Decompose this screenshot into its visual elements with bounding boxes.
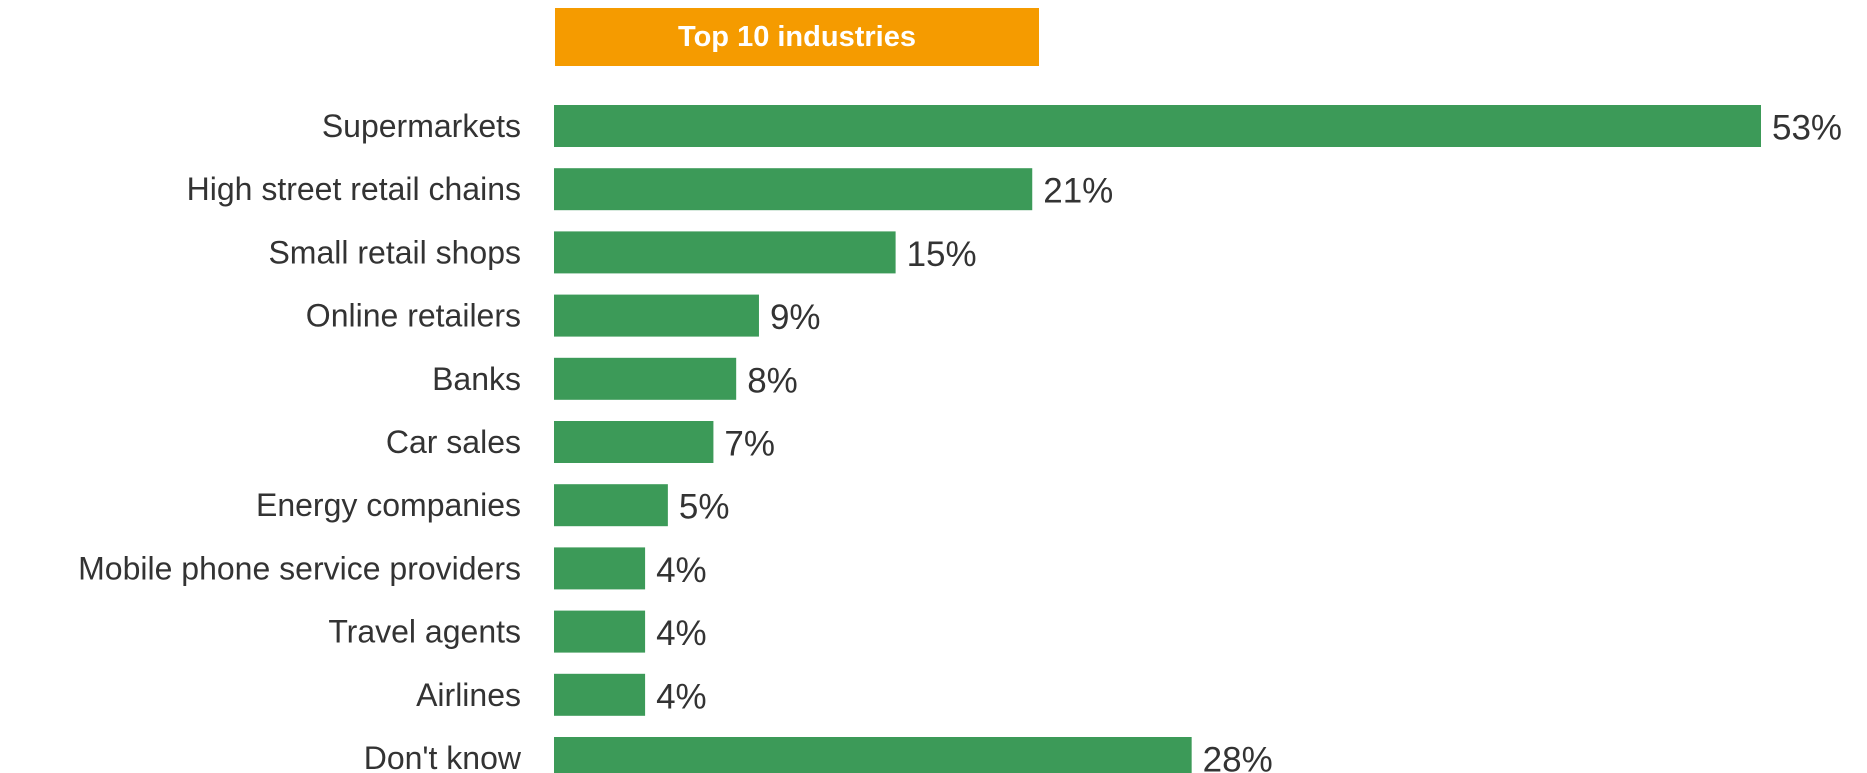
bar: [554, 357, 737, 400]
category-label: Travel agents: [328, 614, 521, 650]
value-label: 8%: [747, 361, 798, 400]
category-label: Banks: [432, 361, 521, 397]
chart-title-badge: Top 10 industries: [555, 8, 1039, 66]
category-label: Don't know: [364, 740, 522, 773]
bar: [554, 673, 646, 716]
category-label: Online retailers: [306, 298, 521, 334]
bars-layer: Supermarkets 53% High street retail chains…: [78, 105, 1842, 773]
bar: [554, 105, 1761, 147]
bar: [554, 610, 646, 653]
value-label: 9%: [770, 298, 821, 337]
bar: [554, 231, 896, 274]
bar: [554, 168, 1033, 211]
category-label: Airlines: [416, 677, 521, 713]
value-label: 5%: [679, 488, 730, 527]
bar: [554, 484, 668, 527]
bar: [554, 737, 1192, 773]
category-label: Small retail shops: [268, 234, 521, 270]
category-label: High street retail chains: [187, 171, 521, 207]
value-label: 4%: [656, 677, 707, 716]
category-label: Supermarkets: [322, 108, 521, 144]
category-label: Mobile phone service providers: [78, 550, 521, 586]
bar: [554, 421, 714, 463]
bar: [554, 547, 646, 590]
bar: [554, 294, 759, 337]
value-label: 15%: [907, 235, 977, 274]
category-label: Car sales: [386, 424, 521, 460]
value-label: 4%: [656, 614, 707, 653]
value-label: 28%: [1203, 741, 1273, 773]
value-label: 7%: [724, 425, 775, 464]
value-label: 21%: [1043, 172, 1113, 211]
category-label: Energy companies: [256, 487, 521, 523]
value-label: 4%: [656, 551, 707, 590]
value-label: 53%: [1772, 109, 1842, 148]
